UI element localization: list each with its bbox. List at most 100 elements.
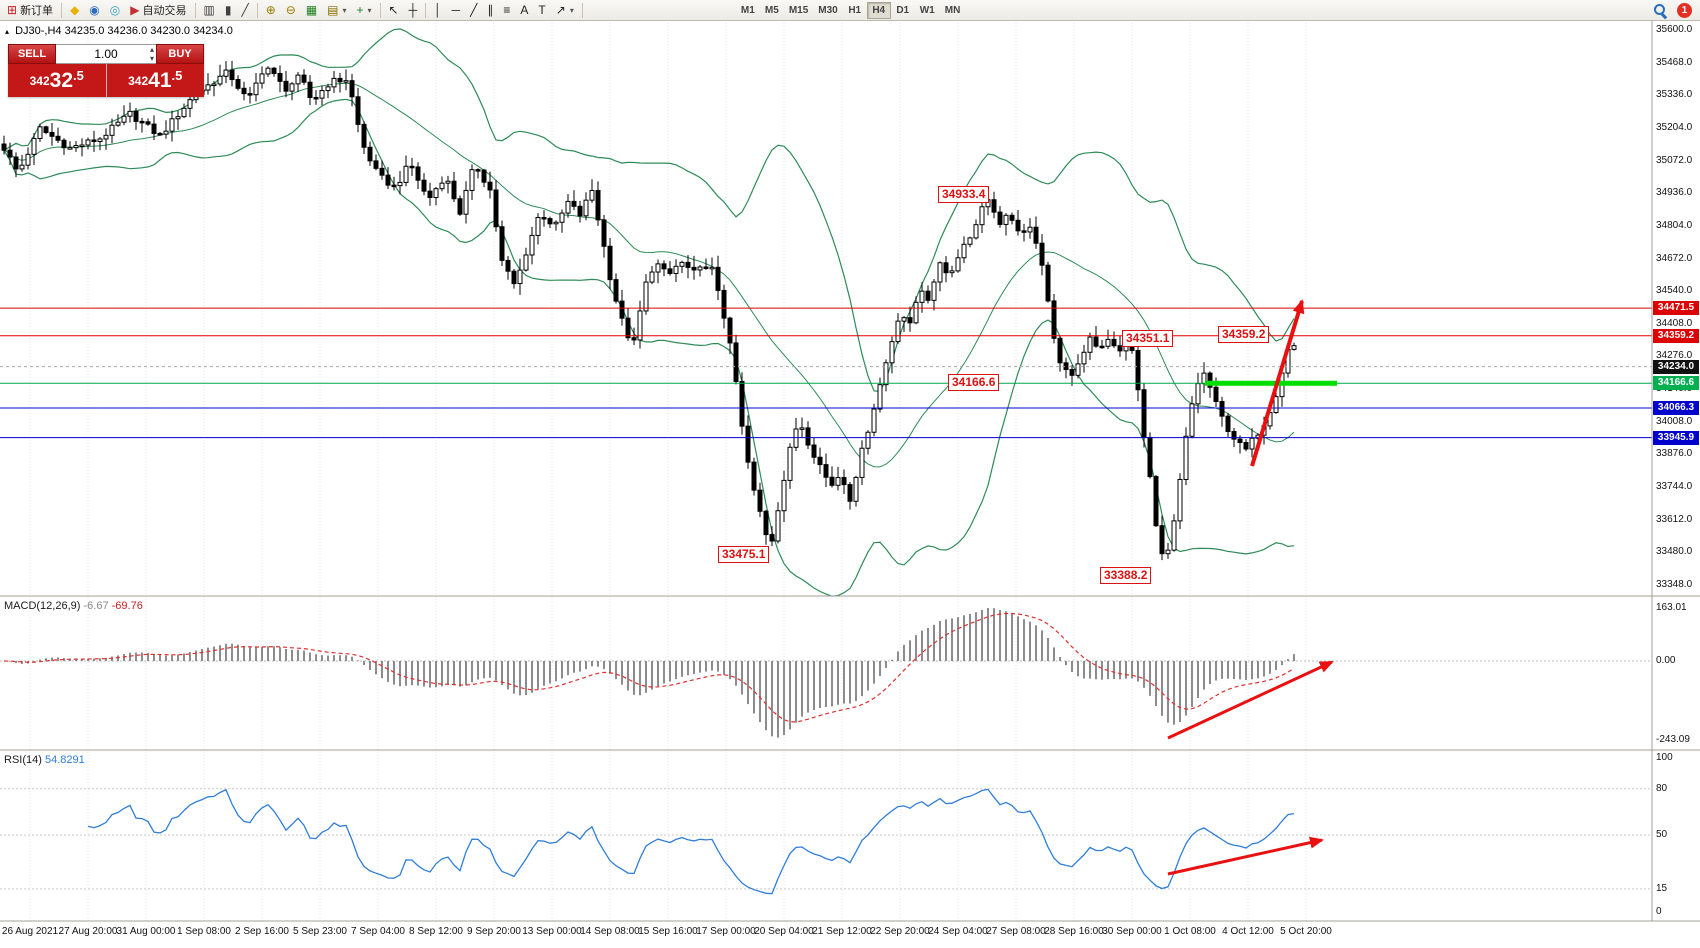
tile-windows-icon: ▦ [305,3,318,17]
vertical-line-button[interactable]: │ [429,1,447,19]
macd-indicator-label: MACD(12,26,9) -6.67 -69.76 [4,600,143,612]
macd-value: -6.67 [83,600,109,612]
macd-name: MACD(12,26,9) [4,600,81,612]
crosshair-button[interactable]: ┼ [404,1,423,19]
sell-button[interactable]: SELL [8,44,56,64]
timeframe-mn[interactable]: MN [940,2,966,19]
profiles-icon: ◉ [89,3,100,17]
auto-trading-icon: ▶ [130,3,140,17]
zoom-out-button[interactable]: ⊖ [281,1,301,19]
toolbar: ⊞ 新订单 ◆ ◉ ◎ ▶ 自动交易 ▥ ▮ ╱ ⊕ ⊖ ▦ ▤ ▾ + ▾ ↖ ┼ │ ─ ╱ ∥ ≡ A T ↗ ▾ M1 M5 M1… [0,0,1700,21]
notification-badge[interactable]: 1 [1677,2,1692,18]
channel-button[interactable]: ∥ [482,1,498,19]
symbol-period-label: DJ30-,H4 [15,25,62,37]
cursor-button[interactable]: ↖ [384,1,404,19]
text-icon: A [520,3,529,17]
toolbar-separator [194,2,196,18]
auto-trading-button[interactable]: ▶ 自动交易 [125,1,191,19]
vertical-line-icon: │ [434,3,442,17]
text-button[interactable]: A [515,1,533,19]
toolbar-buttons: ⊞ 新订单 ◆ ◉ ◎ ▶ 自动交易 ▥ ▮ ╱ ⊕ ⊖ ▦ ▤ ▾ + ▾ ↖ ┼ │ ─ ╱ ∥ ≡ A T ↗ ▾ [0,0,586,20]
new-order-icon: ⊞ [7,3,18,17]
market-watch-button[interactable]: ◎ [105,1,125,19]
timeframe-d1[interactable]: D1 [891,2,915,19]
candlestick-icon: ▮ [224,3,232,17]
buy-price[interactable]: 342 41 .5 [105,64,205,97]
rsi-value: 54.8291 [44,754,85,766]
fibonacci-button[interactable]: ≡ [498,1,515,19]
sell-price-frac: .5 [73,68,84,83]
metaeditor-button[interactable]: ◆ [65,1,84,19]
arrows-icon: ↗ [555,3,566,17]
auto-trading-button-label: 自动交易 [142,5,187,17]
profiles-button[interactable]: ◉ [84,1,104,19]
toolbar-separator [581,2,583,18]
timeframe-w1[interactable]: W1 [915,2,940,19]
sell-price-prefix: 342 [29,73,50,88]
line-chart-button[interactable]: ╱ [236,1,253,19]
indicators-button[interactable]: + ▾ [352,1,377,19]
toolbar-separator [425,2,427,18]
buy-button[interactable]: BUY [156,44,204,64]
cursor-icon: ↖ [388,3,399,17]
symbol-info: ▴ DJ30-,H4 34235.0 34236.0 34230.0 34234… [5,25,233,37]
buy-price-prefix: 342 [128,73,149,88]
sell-price-big: 32 [49,69,74,92]
buy-price-frac: .5 [171,68,183,83]
tile-windows-button[interactable]: ▦ [301,1,322,19]
indicators-icon: + [356,3,364,17]
crosshair-icon: ┼ [408,3,418,17]
toolbar-separator [256,2,258,18]
text-label-button[interactable]: T [533,1,550,19]
volume-value: 1.00 [94,47,118,61]
horizontal-line-icon: ─ [451,3,461,17]
zoom-out-icon: ⊖ [285,3,296,17]
chart-marker-icon: ▴ [5,27,10,36]
volume-input[interactable]: 1.00 ▴ ▾ [56,44,156,64]
sell-price[interactable]: 342 32 .5 [8,64,106,97]
new-order-button[interactable]: ⊞ 新订单 [2,1,58,19]
rsi-indicator-label: RSI(14) 54.8291 [4,754,85,766]
fibonacci-icon: ≡ [503,3,511,17]
trendline-button[interactable]: ╱ [465,1,482,19]
macd-signal-value: -69.76 [111,600,143,612]
rsi-name: RSI(14) [4,754,42,766]
zoom-in-icon: ⊕ [265,3,276,17]
bar-chart-icon: ▥ [203,3,215,17]
volume-spinner: ▴ ▾ [150,45,154,63]
dropdown-caret-icon: ▾ [569,5,574,15]
dropdown-caret-icon: ▾ [342,5,347,15]
toolbar-right: 1 [1653,2,1700,18]
line-chart-icon: ╱ [241,3,249,17]
auto-arrange-button[interactable]: ▤ ▾ [322,1,351,19]
horizontal-line-button[interactable]: ─ [447,1,466,19]
one-click-trading-panel: SELL 1.00 ▴ ▾ BUY 342 32 .5 342 41 .5 [8,44,204,97]
buy-price-big: 41 [148,69,172,92]
auto-arrange-icon: ▤ [327,3,339,17]
dropdown-caret-icon: ▾ [367,5,372,15]
candlestick-chart-button[interactable]: ▮ [220,1,237,19]
toolbar-separator [379,2,381,18]
market-watch-icon: ◎ [109,3,121,17]
timeframe-m15[interactable]: M15 [784,2,813,19]
timeframe-m30[interactable]: M30 [813,2,842,19]
bar-chart-button[interactable]: ▥ [199,1,220,19]
arrows-button[interactable]: ↗ ▾ [551,1,579,19]
timeframe-m5[interactable]: M5 [760,2,784,19]
timeframe-h1[interactable]: H1 [843,2,867,19]
search-icon[interactable] [1653,3,1667,17]
volume-up-button[interactable]: ▴ [149,45,154,54]
trendline-icon: ╱ [470,3,478,17]
timeframe-h4[interactable]: H4 [866,1,891,19]
text-label-icon: T [538,3,546,17]
channel-icon: ∥ [487,3,494,17]
metaeditor-icon: ◆ [70,3,80,17]
timeframe-m1[interactable]: M1 [736,2,760,19]
timeframe-toolbar: M1 M5 M15 M30 H1 H4 D1 W1 MN [736,1,966,19]
zoom-in-button[interactable]: ⊕ [261,1,281,19]
volume-down-button[interactable]: ▾ [149,54,154,63]
ohlc-values: 34235.0 34236.0 34230.0 34234.0 [64,25,233,37]
toolbar-separator [61,2,63,18]
